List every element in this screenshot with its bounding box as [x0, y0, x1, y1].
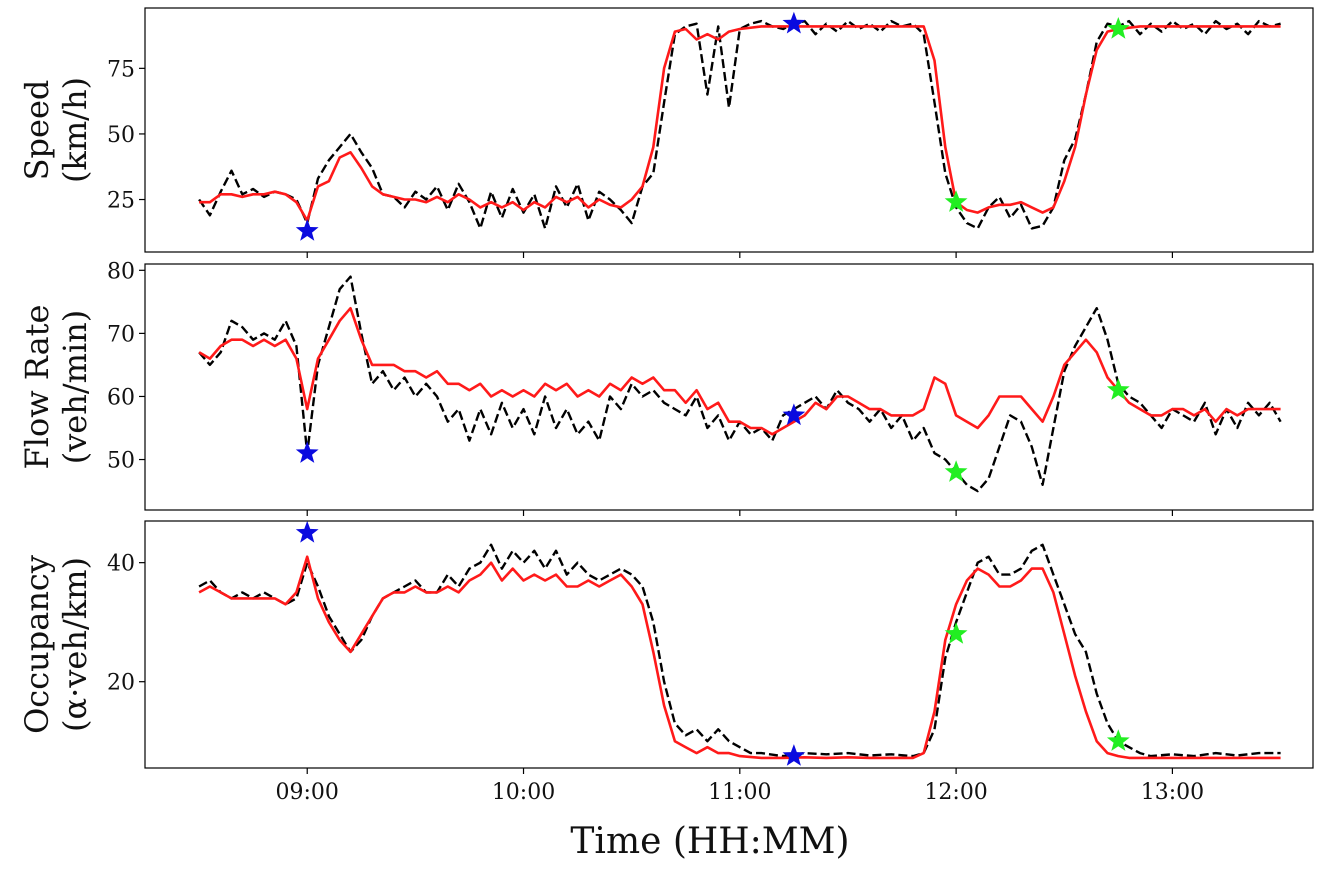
x-tick-label: 11:00 — [708, 780, 771, 805]
flow-star-marker — [944, 460, 968, 482]
flow-fitted-line — [198, 306, 1281, 436]
occupancy-y-tick-label: 40 — [107, 552, 135, 577]
flow-y-tick-label: 70 — [107, 322, 135, 347]
occupancy-y-tick-label: 20 — [107, 671, 135, 696]
flow-y-axis-label-line: (veh/min) — [56, 310, 94, 465]
panel-occupancy: 20 40 Occupancy(α·veh/km) — [18, 520, 1314, 774]
speed-observed-line — [198, 19, 1281, 230]
flow-y-axis-label-line: Flow Rate — [18, 305, 56, 470]
flow-plot-frame — [144, 263, 1314, 511]
occupancy-star-marker — [782, 744, 806, 766]
speed-y-axis-label-line: Speed — [18, 80, 56, 181]
chart-panels: 25 50 75 Speed(km/h) 50 60 70 80 Flow Rate(veh/m… — [18, 7, 1314, 774]
panel-flow: 50 60 70 80 Flow Rate(veh/min) — [18, 259, 1314, 516]
flow-star-marker — [295, 441, 319, 463]
occupancy-star-marker — [944, 622, 968, 644]
speed-star-marker — [782, 11, 806, 34]
x-tick-label: 13:00 — [1141, 780, 1204, 805]
speed-y-tick-label: 25 — [107, 189, 135, 214]
speed-star-marker — [944, 190, 968, 212]
x-axis-label: Time (HH:MM) — [570, 821, 849, 862]
speed-star-marker — [1106, 17, 1130, 39]
x-tick-label: 10:00 — [492, 780, 555, 805]
occupancy-y-axis-label-line: Occupancy — [18, 555, 56, 734]
flow-y-tick-label: 60 — [107, 385, 135, 410]
occupancy-plot-frame — [144, 520, 1314, 769]
speed-y-tick-label: 75 — [107, 57, 135, 82]
occupancy-star-marker — [1106, 729, 1130, 751]
speed-y-tick-label: 50 — [107, 123, 135, 148]
flow-star-marker — [1106, 378, 1130, 400]
speed-plot-frame — [144, 7, 1314, 253]
occupancy-y-axis-label-line: (α·veh/km) — [56, 557, 94, 732]
speed-y-axis-label: Speed(km/h) — [18, 77, 94, 183]
flow-y-tick-label: 80 — [107, 259, 135, 284]
occupancy-y-axis-label: Occupancy(α·veh/km) — [18, 555, 94, 734]
speed-star-marker — [295, 219, 319, 241]
x-axis: 09:00 10:00 11:00 12:00 13:00 — [276, 780, 1205, 805]
occupancy-fitted-line — [198, 555, 1281, 760]
panel-speed: 25 50 75 Speed(km/h) — [18, 7, 1314, 258]
flow-y-tick-label: 50 — [107, 449, 135, 474]
speed-fitted-line — [199, 25, 1281, 222]
x-tick-label: 09:00 — [276, 780, 339, 805]
occupancy-star-marker — [295, 520, 319, 543]
occupancy-observed-line — [198, 543, 1281, 758]
flow-star-marker — [782, 403, 806, 426]
flow-y-axis-label: Flow Rate(veh/min) — [18, 305, 94, 470]
speed-y-axis-label-line: (km/h) — [56, 77, 94, 183]
x-tick-label: 12:00 — [924, 780, 987, 805]
